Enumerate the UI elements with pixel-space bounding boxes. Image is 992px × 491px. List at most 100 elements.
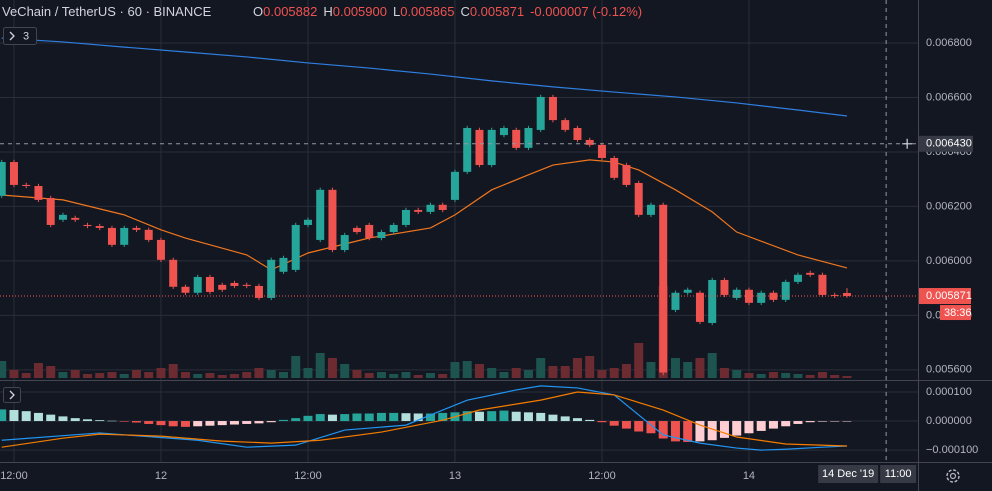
histogram-bar [205,421,215,426]
volume-bar [217,375,227,378]
histogram-bar [805,421,815,423]
histogram-bar [217,421,227,426]
candle-body [720,279,729,295]
y-tick-label: 0.006800 [926,37,972,49]
histogram-bar [487,411,497,422]
histogram-bar [670,421,680,442]
histogram-bar [242,421,252,424]
histogram-bar [732,421,742,436]
candle-body [316,189,325,240]
volume-bar [144,372,154,378]
candle-body [536,96,545,130]
indicator-toggle[interactable]: 3 [3,27,37,45]
toggle-box[interactable] [3,387,21,403]
macd-line [1,391,847,448]
histogram-bar [340,414,350,422]
candle-body [769,292,778,300]
chevron-icon [9,31,15,41]
volume-bar [352,370,362,378]
volume-bar [254,368,264,378]
volume-bar [817,372,827,378]
candle-body [169,259,178,287]
volume-bar [756,374,766,378]
histogram-bar [156,421,166,426]
ohlc-value: 0.005865 [400,4,454,19]
volume-bar [70,370,80,378]
histogram-bar [254,421,264,424]
volume-bar [768,372,778,378]
histogram-bar [536,412,546,422]
candle-body [524,127,533,148]
candle-body [46,197,55,225]
ohlc-key: O [253,4,263,19]
candle-body [328,189,337,251]
candle-body [377,232,386,239]
histogram-bar [119,421,129,422]
volume-bar [291,356,301,378]
volume-bar [536,358,546,378]
ohlc-key: L [393,4,400,19]
candle-body [83,224,92,227]
candle-body [646,204,655,215]
histogram-bar [597,421,607,423]
histogram-bar [352,413,362,422]
macd-toggle[interactable] [3,387,21,403]
histogram-bar [58,416,68,422]
volume-bar [95,373,105,378]
volume-bar [548,366,558,378]
candle-body [193,276,202,293]
histogram-bar [266,421,276,423]
candle-body [842,293,851,297]
volume-bar [413,375,423,378]
toggle-box[interactable] [3,27,37,45]
volume-bar [156,368,166,378]
candle-body [708,279,717,323]
countdown-box [940,305,971,321]
candle-body [830,294,839,296]
y-tick-label: 0.005600 [926,364,972,376]
histogram-bar [609,421,619,426]
crosshair-date-label: 14 Dec '19 [822,468,874,480]
crosshair-price-label: 0.006430 [926,138,972,150]
volume-bar [670,358,680,378]
candle-body [340,235,349,251]
candle-body [597,144,606,158]
volume-bar [131,370,141,378]
volume-bar [9,370,19,378]
candle-body [732,289,741,298]
histogram-bar [291,418,301,422]
histogram-bar [82,419,92,422]
x-tick-label: 12:00 [588,470,616,482]
histogram-bar [438,412,448,422]
volume-bar [560,366,570,378]
candle-body [291,224,300,270]
histogram-bar [830,421,840,422]
countdown-label: 38:36 [944,307,972,319]
volume-bar [119,374,129,378]
y-tick-label: 0.006600 [926,91,972,103]
ohlc-value: 0.005871 [470,4,524,19]
histogram-bar [180,421,190,427]
candle-body [744,289,753,303]
volume-bar [82,374,92,378]
volume-bar [0,361,7,378]
settings-gear[interactable] [946,469,960,483]
histogram-bar [278,419,288,422]
histogram-bar [511,411,521,422]
volume-bar [744,373,754,378]
candle-body [438,204,447,210]
volume-bar [511,368,521,378]
candle-body [242,284,251,286]
histogram-bar [634,421,644,432]
volume-bar [793,374,803,378]
candle-body [254,285,263,298]
candle-body [695,292,704,322]
candle-body [181,286,190,293]
histogram-bar [462,411,472,422]
histogram-bar [585,419,595,422]
volume-bar [303,368,313,378]
y-tick-label: 0.000100 [926,386,972,398]
y-tick-label: −0.000100 [926,444,978,456]
candle-body [279,257,288,272]
